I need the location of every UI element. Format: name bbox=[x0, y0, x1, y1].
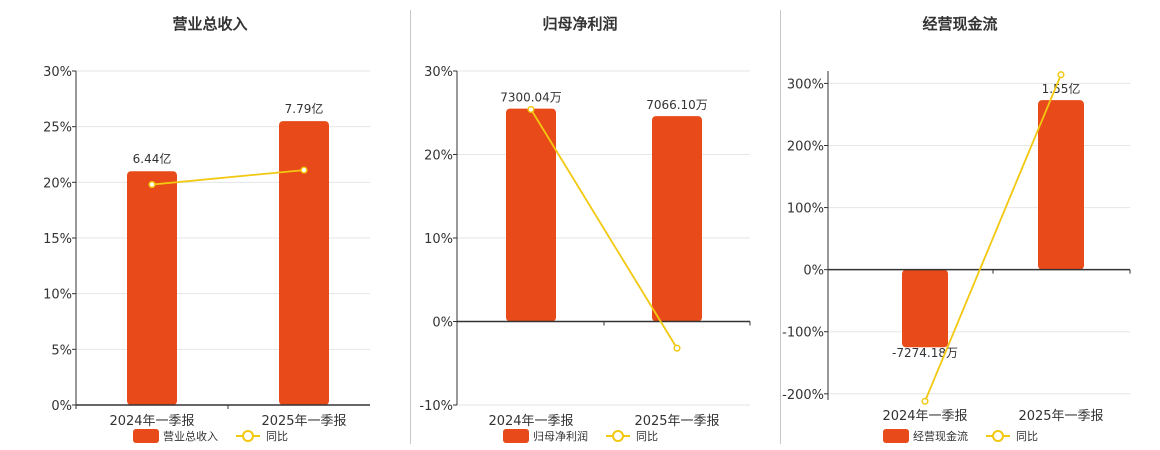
yoy-line bbox=[530, 108, 678, 349]
yoy-point bbox=[300, 166, 308, 174]
legend-bar-label: 经营现金流 bbox=[913, 429, 968, 443]
net-profit-chart: 归母净利润 -10% 0% 10% 20% 30% 7300.04万 7066.10万 2024… bbox=[419, 15, 751, 443]
y-tick-label: -200% bbox=[782, 388, 824, 403]
legend-line-marker bbox=[242, 430, 254, 442]
x-tick-label: 2025年一季报 bbox=[261, 414, 346, 429]
legend-bar-swatch bbox=[883, 429, 909, 443]
yoy-line bbox=[924, 74, 1062, 402]
bar bbox=[652, 116, 702, 322]
legend-bar-label: 归母净利润 bbox=[533, 429, 588, 443]
y-tick-label: 30% bbox=[43, 65, 72, 80]
y-tick-label: 20% bbox=[424, 149, 453, 164]
y-tick-label: 20% bbox=[43, 176, 72, 191]
legend-line-marker bbox=[992, 430, 1004, 442]
chart-title: 经营现金流 bbox=[922, 15, 997, 33]
y-tick-label: 200% bbox=[787, 139, 824, 154]
bar bbox=[506, 108, 556, 322]
yoy-point bbox=[921, 397, 929, 405]
y-tick-label: 15% bbox=[43, 232, 72, 247]
bar bbox=[127, 171, 177, 405]
y-tick-label: 30% bbox=[424, 65, 453, 80]
panel-divider bbox=[410, 10, 411, 444]
revenue-chart: 营业总收入 0% 5% 10% 15% 20% 25% 30% 6.44亿 7.79亿 2024年一… bbox=[43, 15, 370, 443]
yoy-point bbox=[673, 344, 681, 352]
bar-data-label: 7.79亿 bbox=[285, 101, 324, 116]
legend-line-label: 同比 bbox=[636, 430, 658, 443]
yoy-point bbox=[148, 181, 156, 189]
panel-divider bbox=[780, 10, 781, 444]
chart-title: 归母净利润 bbox=[542, 15, 617, 33]
bar-data-label: 7066.10万 bbox=[646, 98, 708, 112]
y-tick-label: 0% bbox=[803, 264, 824, 279]
y-tick-label: 5% bbox=[51, 343, 72, 358]
legend-line-label: 同比 bbox=[266, 430, 288, 443]
x-tick-label: 2024年一季报 bbox=[882, 409, 967, 424]
bar bbox=[1038, 100, 1084, 270]
legend-bar-label: 营业总收入 bbox=[163, 429, 218, 443]
y-tick-label: -10% bbox=[419, 399, 453, 414]
legend-line-marker bbox=[612, 430, 624, 442]
cash-flow-chart: 经营现金流 -200% -100% 0% 100% 200% 300% -7274.18万 1.… bbox=[782, 15, 1131, 443]
x-tick-label: 2024年一季报 bbox=[109, 414, 194, 429]
yoy-line bbox=[151, 169, 305, 186]
legend-bar-swatch bbox=[133, 429, 159, 443]
yoy-point bbox=[1057, 71, 1065, 79]
x-tick-label: 2024年一季报 bbox=[488, 414, 573, 429]
x-tick-label: 2025年一季报 bbox=[1018, 409, 1103, 424]
bar-data-label: 1.55亿 bbox=[1042, 81, 1081, 96]
bar bbox=[279, 121, 329, 405]
y-tick-label: 25% bbox=[43, 121, 72, 136]
legend-line-label: 同比 bbox=[1016, 430, 1038, 443]
y-tick-label: 10% bbox=[43, 288, 72, 303]
bar bbox=[902, 269, 948, 348]
y-tick-label: -100% bbox=[782, 326, 824, 341]
chart-title: 营业总收入 bbox=[172, 15, 247, 33]
y-tick-label: 100% bbox=[787, 202, 824, 217]
bar-data-label: 6.44亿 bbox=[133, 151, 172, 166]
x-tick-label: 2025年一季报 bbox=[634, 414, 719, 429]
y-tick-label: 0% bbox=[432, 316, 453, 331]
y-tick-label: 300% bbox=[787, 77, 824, 92]
yoy-point bbox=[527, 105, 535, 113]
y-tick-label: 0% bbox=[51, 399, 72, 414]
y-tick-label: 10% bbox=[424, 232, 453, 247]
bar-data-label: 7300.04万 bbox=[500, 91, 562, 105]
legend-bar-swatch bbox=[503, 429, 529, 443]
bar-data-label: -7274.18万 bbox=[892, 346, 958, 360]
